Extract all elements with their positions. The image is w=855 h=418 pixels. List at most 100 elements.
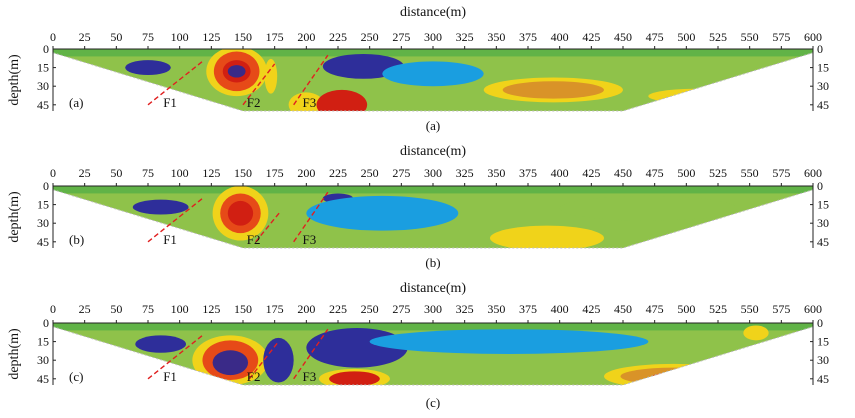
y-tick-label-left: 0 xyxy=(43,179,49,193)
x-tick-label: 225 xyxy=(329,302,347,316)
y-tick-label-left: 15 xyxy=(37,335,49,349)
panel-caption: (b) xyxy=(425,255,440,270)
x-tick-label: 500 xyxy=(677,30,695,44)
anomaly xyxy=(382,61,484,87)
y-tick-label-left: 30 xyxy=(37,79,49,93)
anomaly xyxy=(329,371,380,385)
anomaly xyxy=(502,81,604,99)
y-tick-label-left: 45 xyxy=(37,372,49,386)
panel-label: (c) xyxy=(69,369,83,384)
anomaly xyxy=(650,371,722,384)
y-tick-label-left: 30 xyxy=(37,216,49,230)
section-edge xyxy=(52,189,814,249)
fault-label-f3: F3 xyxy=(303,232,317,247)
anomaly xyxy=(264,58,278,94)
y-tick-label-right: 30 xyxy=(817,216,829,230)
x-tick-label: 325 xyxy=(456,166,474,180)
panel-caption: (a) xyxy=(426,118,440,133)
y-tick-label-left: 15 xyxy=(37,61,49,75)
x-tick-label: 450 xyxy=(614,166,632,180)
y-tick-label-left: 30 xyxy=(37,353,49,367)
x-tick-label: 600 xyxy=(804,166,822,180)
y-tick-label-right: 15 xyxy=(817,198,829,212)
y-tick-label-right: 45 xyxy=(817,372,829,386)
x-tick-label: 475 xyxy=(646,302,664,316)
x-tick-label: 400 xyxy=(551,166,569,180)
x-tick-label: 250 xyxy=(361,166,379,180)
x-tick-label: 200 xyxy=(297,30,315,44)
x-tick-label: 0 xyxy=(50,166,56,180)
fault-label-f3: F3 xyxy=(303,369,317,384)
anomaly xyxy=(620,367,727,385)
x-tick-label: 600 xyxy=(804,30,822,44)
x-tick-label: 225 xyxy=(329,166,347,180)
fault-line-f3 xyxy=(293,191,329,243)
anomaly xyxy=(125,60,171,76)
x-tick-label: 500 xyxy=(677,166,695,180)
anomaly xyxy=(743,325,769,341)
fault-line-f3 xyxy=(293,328,329,380)
y-axis-title: depth(m) xyxy=(7,191,22,243)
x-tick-label: 300 xyxy=(424,30,442,44)
x-tick-label: 50 xyxy=(110,166,122,180)
fault-line-f1 xyxy=(147,60,203,106)
anomaly xyxy=(227,65,246,78)
x-tick-label: 375 xyxy=(519,302,537,316)
x-tick-label: 100 xyxy=(171,30,189,44)
surface-band xyxy=(53,49,813,57)
x-tick-label: 200 xyxy=(297,302,315,316)
x-tick-label: 275 xyxy=(392,166,410,180)
x-tick-label: 175 xyxy=(266,302,284,316)
panel-3: distance(m)0 25 50 75 100 125 150 175 200 225 250 2… xyxy=(7,281,829,410)
x-tick-label: 300 xyxy=(424,166,442,180)
y-tick-label-right: 45 xyxy=(817,235,829,249)
x-tick-label: 75 xyxy=(142,30,154,44)
anomaly xyxy=(132,199,189,215)
x-tick-label: 425 xyxy=(582,30,600,44)
x-tick-label: 350 xyxy=(487,302,505,316)
x-tick-label: 525 xyxy=(709,30,727,44)
fault-line-f2 xyxy=(242,63,276,106)
y-tick-label-right: 45 xyxy=(817,98,829,112)
x-tick-label: 225 xyxy=(329,30,347,44)
surface-band xyxy=(53,186,813,194)
y-tick-label-left: 15 xyxy=(37,198,49,212)
x-tick-label: 375 xyxy=(519,30,537,44)
panel-1: distance(m)0 25 50 75 100 125 150 175 200 225 250 2… xyxy=(7,5,829,133)
section-edge xyxy=(52,52,814,112)
x-tick-label: 475 xyxy=(646,166,664,180)
anomaly xyxy=(288,92,325,111)
x-tick-label: 75 xyxy=(142,166,154,180)
x-tick-label: 275 xyxy=(392,30,410,44)
anomaly xyxy=(490,225,604,248)
x-tick-label: 25 xyxy=(79,302,91,316)
x-tick-label: 350 xyxy=(487,30,505,44)
x-tick-label: 175 xyxy=(266,30,284,44)
y-axis-title: depth(m) xyxy=(7,54,22,106)
x-tick-label: 500 xyxy=(677,302,695,316)
panel-label: (b) xyxy=(69,232,84,247)
x-tick-label: 100 xyxy=(171,302,189,316)
x-tick-label: 200 xyxy=(297,166,315,180)
x-tick-label: 75 xyxy=(142,302,154,316)
x-tick-label: 600 xyxy=(804,302,822,316)
x-tick-label: 375 xyxy=(519,166,537,180)
x-tick-label: 125 xyxy=(202,30,220,44)
x-tick-label: 350 xyxy=(487,166,505,180)
x-tick-label: 50 xyxy=(110,302,122,316)
x-tick-label: 300 xyxy=(424,302,442,316)
panel-label: (a) xyxy=(69,95,83,110)
x-tick-label: 550 xyxy=(741,302,759,316)
x-axis-title: distance(m) xyxy=(400,5,466,20)
y-tick-label-right: 30 xyxy=(817,79,829,93)
x-tick-label: 475 xyxy=(646,30,664,44)
x-axis-title: distance(m) xyxy=(400,144,466,159)
fault-line-f1 xyxy=(147,334,203,380)
fault-label-f2: F2 xyxy=(247,95,261,110)
anomaly xyxy=(227,200,254,226)
fault-line-f1 xyxy=(147,197,203,243)
x-tick-label: 275 xyxy=(392,302,410,316)
surface-band xyxy=(53,323,813,331)
y-tick-label-right: 15 xyxy=(817,61,829,75)
